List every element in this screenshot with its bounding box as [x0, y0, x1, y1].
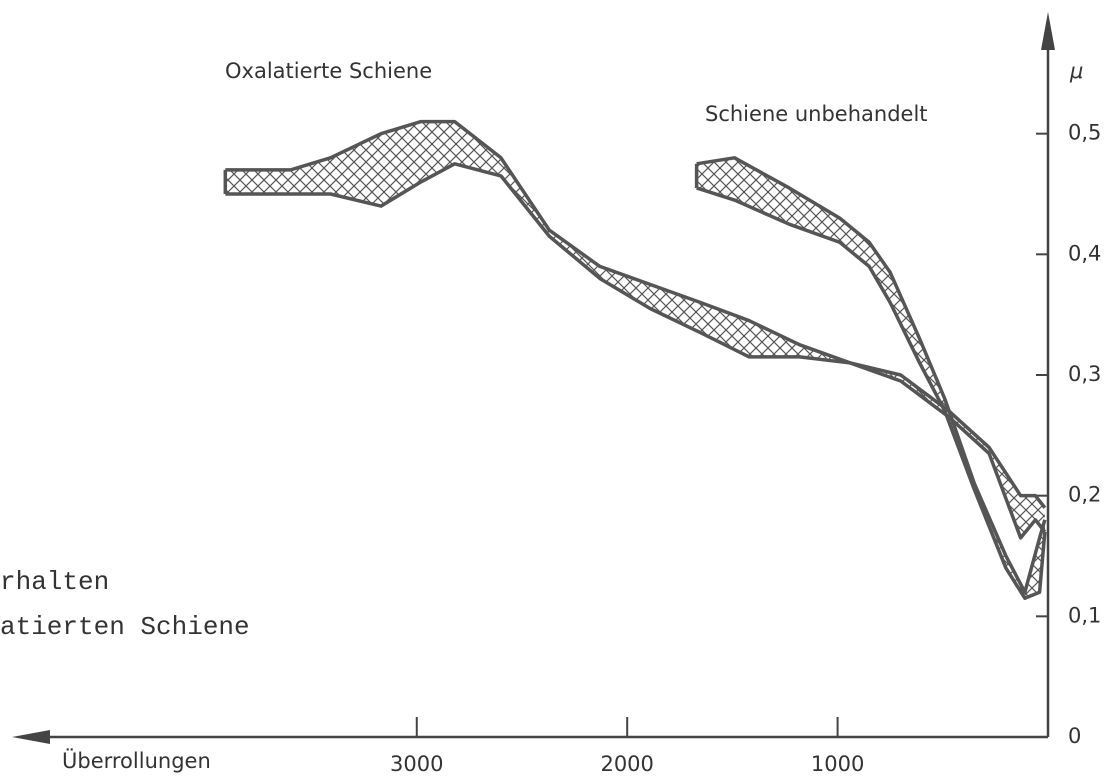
y-axis-label: μ	[1069, 59, 1083, 83]
x-tick-label: 2000	[600, 752, 653, 776]
series-label: Oxalatierte Schiene	[225, 59, 432, 83]
y-tick-label: 0,3	[1068, 362, 1101, 386]
series-label: Schiene unbehandelt	[705, 102, 928, 126]
x-tick-label: 3000	[390, 752, 443, 776]
x-arrow	[12, 730, 50, 744]
band-edge	[696, 186, 1047, 600]
y-tick-label: 0,2	[1068, 483, 1101, 507]
band-fill	[225, 121, 1045, 538]
y-arrow	[1041, 12, 1055, 50]
caption-line: atierten Schiene	[0, 612, 250, 642]
y-tick-label: 0,5	[1068, 121, 1101, 145]
y-tick-label: 0,4	[1068, 241, 1101, 265]
y-tick-label: 0	[1068, 724, 1081, 748]
y-tick-label: 0,1	[1068, 603, 1101, 627]
x-axis-label: Überrollungen	[62, 748, 211, 773]
band-edge	[696, 156, 1047, 594]
caption-line: rhalten	[0, 567, 109, 597]
x-tick-label: 1000	[811, 752, 864, 776]
band-edge	[225, 162, 1047, 540]
band-edge	[225, 119, 1047, 509]
